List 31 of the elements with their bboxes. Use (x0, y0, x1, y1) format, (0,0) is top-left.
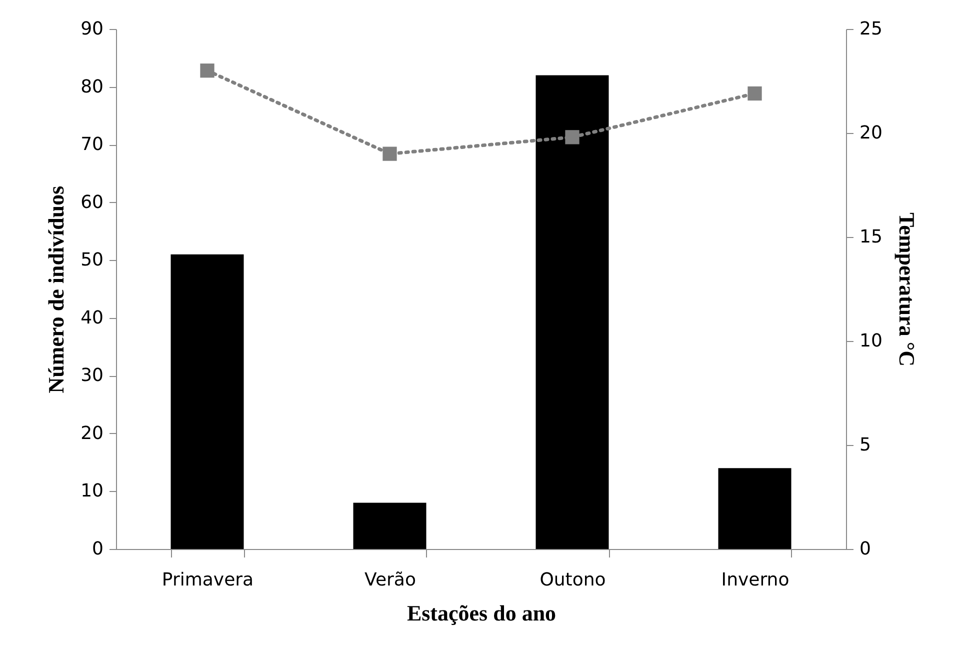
y-tick-label: 30 (80, 365, 104, 386)
bar (718, 468, 792, 549)
bar (536, 75, 609, 549)
y-tick-label: 0 (92, 538, 104, 560)
y2-tick-label: 25 (860, 18, 882, 40)
y2-tick-label: 15 (860, 226, 882, 248)
x-tick-label: Verão (364, 570, 416, 590)
y-tick-label: 10 (80, 480, 104, 502)
y-tick-label: 70 (80, 134, 104, 156)
point (748, 86, 762, 101)
bar (170, 254, 244, 549)
y2-tick-label: 0 (860, 538, 871, 560)
y2-tick-label: 20 (860, 122, 882, 144)
point (200, 64, 214, 78)
y-tick-label: 20 (80, 422, 104, 444)
y2-tick-label: 5 (860, 434, 871, 456)
y2-tick-label: 10 (860, 330, 882, 352)
x-tick-label: Primavera (162, 570, 254, 590)
y-tick-label: 80 (80, 76, 104, 98)
bar (353, 502, 426, 549)
x-tick-label: Outono (540, 570, 606, 590)
x-tick-label: Inverno (721, 570, 790, 590)
y-tick-label: 40 (80, 307, 104, 328)
y-tick-label: 60 (80, 192, 104, 213)
y2-axis-title: Temperatura °C (894, 212, 920, 367)
y-tick-label: 90 (80, 18, 104, 40)
y-tick-label: 50 (80, 250, 104, 271)
point (565, 130, 580, 144)
y-axis-title: Número de indivíduos (44, 185, 69, 394)
point (382, 146, 397, 161)
x-axis-title: Estações do ano (406, 600, 556, 626)
